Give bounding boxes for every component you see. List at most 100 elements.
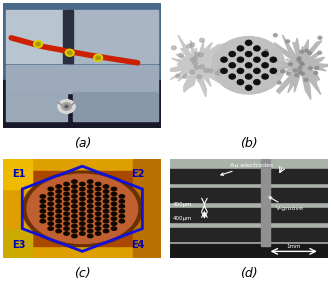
Circle shape [95,232,101,235]
Circle shape [318,36,322,39]
Circle shape [56,200,61,203]
Circle shape [171,46,176,50]
Circle shape [103,195,109,198]
Circle shape [96,56,100,59]
Circle shape [200,65,204,69]
Circle shape [273,34,277,37]
Circle shape [204,69,209,72]
Circle shape [119,215,124,218]
Bar [169,208,261,222]
Circle shape [111,202,117,205]
Circle shape [56,224,61,228]
Circle shape [254,46,260,51]
Circle shape [176,74,180,78]
Text: (d): (d) [240,267,258,280]
Circle shape [48,187,53,191]
Circle shape [62,103,71,110]
Circle shape [183,75,187,78]
Circle shape [318,51,321,54]
Circle shape [88,180,93,183]
Circle shape [314,71,318,74]
Circle shape [103,224,109,228]
Circle shape [80,192,85,196]
Circle shape [246,74,252,79]
Bar [3,228,32,258]
Circle shape [48,192,53,196]
Bar [270,228,328,241]
Circle shape [197,75,202,79]
Circle shape [246,52,252,57]
Circle shape [212,36,285,94]
Circle shape [193,61,197,65]
Circle shape [64,187,69,191]
Circle shape [103,215,109,218]
Text: E4: E4 [131,241,144,251]
Circle shape [64,232,69,235]
Bar [3,159,32,209]
Circle shape [95,202,101,205]
Bar [73,10,158,63]
Circle shape [72,234,77,238]
Circle shape [246,85,252,90]
Text: 1mm: 1mm [286,244,301,249]
Circle shape [40,215,45,218]
Bar [270,188,328,202]
Circle shape [72,210,77,213]
Text: Au electrodes: Au electrodes [221,163,273,175]
Circle shape [88,224,93,228]
Circle shape [80,232,85,235]
Circle shape [270,68,276,73]
Circle shape [72,205,77,208]
Circle shape [80,207,85,210]
Circle shape [64,182,69,186]
Circle shape [208,69,213,73]
Text: E2: E2 [131,169,144,179]
Circle shape [119,200,124,203]
Circle shape [40,205,45,208]
Text: 400μm: 400μm [173,202,192,207]
Circle shape [295,74,299,77]
Bar [3,159,32,189]
Circle shape [264,50,268,53]
Circle shape [64,217,69,220]
Bar [32,171,133,247]
Bar [7,92,67,121]
Circle shape [88,205,93,208]
Circle shape [298,66,302,69]
Circle shape [64,212,69,216]
Circle shape [103,210,109,213]
Circle shape [237,68,244,73]
Circle shape [72,185,77,188]
Circle shape [22,171,142,247]
Circle shape [64,192,69,196]
Circle shape [72,220,77,223]
Circle shape [95,192,101,196]
Circle shape [298,71,302,73]
Circle shape [40,195,45,198]
Circle shape [178,53,183,57]
Circle shape [119,195,124,198]
Circle shape [229,63,235,68]
Circle shape [111,197,117,201]
Bar [270,208,328,222]
Bar [169,188,261,202]
Circle shape [72,195,77,198]
Circle shape [80,182,85,186]
Circle shape [297,57,301,60]
Circle shape [119,220,124,223]
Circle shape [48,197,53,201]
Circle shape [237,80,244,85]
Polygon shape [269,35,331,100]
Circle shape [94,54,103,61]
Circle shape [48,222,53,225]
Circle shape [103,220,109,223]
Circle shape [56,205,61,208]
Circle shape [111,217,117,220]
Circle shape [297,59,301,61]
Circle shape [103,190,109,193]
Circle shape [80,217,85,220]
Circle shape [36,42,40,46]
Circle shape [48,207,53,210]
Circle shape [95,212,101,216]
Circle shape [68,51,72,55]
